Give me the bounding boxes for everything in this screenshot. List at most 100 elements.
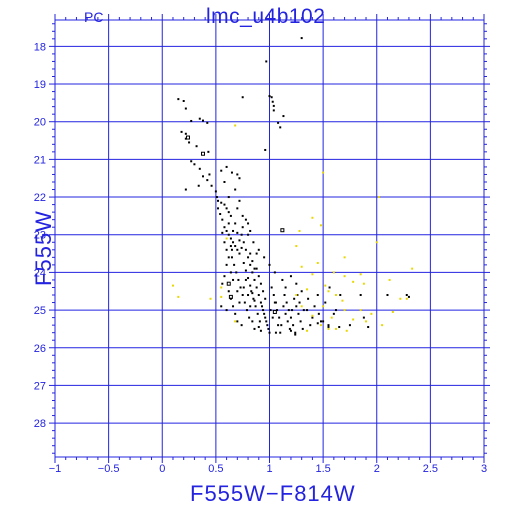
data-point	[240, 246, 243, 249]
data-point	[244, 248, 247, 251]
data-point	[285, 301, 288, 304]
data-point	[249, 229, 252, 232]
data-point-square	[280, 228, 285, 233]
data-point	[270, 286, 273, 289]
data-point	[238, 177, 241, 180]
data-point	[262, 309, 265, 312]
data-point	[214, 190, 217, 193]
data-point	[269, 309, 272, 312]
data-point	[238, 252, 241, 255]
data-point	[236, 290, 239, 293]
data-point	[223, 241, 226, 244]
data-point	[184, 188, 187, 191]
data-point	[297, 312, 300, 315]
data-point	[268, 331, 271, 334]
y-tick-label: 18	[34, 41, 46, 53]
data-point	[306, 309, 309, 312]
data-point	[295, 294, 298, 297]
data-point	[294, 331, 297, 334]
data-point	[247, 233, 250, 236]
data-point	[273, 301, 276, 304]
data-point	[184, 132, 187, 135]
data-point	[274, 331, 277, 334]
data-point	[249, 284, 252, 287]
data-point	[251, 260, 254, 263]
data-point	[266, 324, 269, 327]
data-point	[391, 310, 394, 313]
y-axis-label: F555W	[30, 210, 56, 286]
data-point	[334, 309, 337, 312]
data-point-square	[201, 151, 206, 156]
data-point	[300, 305, 303, 308]
y-tick-label: 25	[34, 305, 46, 317]
data-point	[287, 309, 290, 312]
data-point	[259, 329, 262, 332]
data-point	[229, 271, 232, 274]
data-point	[236, 231, 239, 234]
data-point	[236, 248, 239, 251]
data-point	[272, 294, 275, 297]
x-tick-label: 0.5	[208, 463, 223, 475]
data-point	[300, 265, 303, 268]
data-point	[284, 312, 287, 315]
data-point	[307, 297, 310, 300]
data-point	[193, 163, 196, 166]
data-point	[207, 150, 210, 153]
data-point	[247, 277, 250, 280]
data-point	[229, 245, 232, 248]
data-point	[232, 241, 235, 244]
data-point-square	[228, 294, 233, 299]
data-point	[272, 104, 275, 107]
data-point	[405, 297, 408, 300]
data-points	[171, 37, 414, 336]
data-point	[233, 263, 236, 266]
x-tick-label: 3	[481, 463, 487, 475]
data-point	[229, 214, 232, 217]
data-point	[247, 294, 250, 297]
data-point	[257, 275, 260, 278]
data-point	[237, 278, 240, 281]
data-point	[265, 60, 268, 63]
data-point	[225, 207, 228, 210]
data-point	[300, 37, 303, 40]
data-point	[177, 98, 180, 101]
data-point	[272, 109, 275, 112]
data-point	[263, 256, 266, 259]
data-point	[234, 124, 237, 127]
data-point	[322, 171, 325, 174]
data-point	[282, 115, 285, 118]
data-point	[264, 316, 267, 319]
data-point	[258, 320, 261, 323]
data-point	[225, 309, 228, 312]
data-point	[311, 314, 314, 317]
data-point	[241, 96, 244, 99]
data-point	[234, 222, 237, 225]
data-point	[334, 294, 337, 297]
data-point	[190, 160, 193, 163]
data-point	[332, 271, 335, 274]
data-point	[330, 316, 333, 319]
data-point	[306, 288, 309, 291]
data-point	[220, 201, 223, 204]
data-point	[324, 284, 327, 287]
data-point	[241, 226, 244, 229]
y-tick-label: 20	[34, 117, 46, 129]
data-point	[388, 278, 391, 281]
data-point	[327, 290, 330, 293]
data-point	[255, 286, 258, 289]
data-point	[225, 248, 228, 251]
data-point	[209, 297, 212, 300]
data-point	[255, 267, 258, 270]
data-point	[271, 100, 274, 103]
data-point	[230, 248, 233, 251]
data-point	[248, 316, 251, 319]
data-point	[252, 297, 255, 300]
data-point	[316, 322, 319, 325]
data-point	[198, 117, 201, 120]
data-point	[309, 324, 312, 327]
data-point	[311, 273, 314, 276]
data-point	[234, 320, 237, 323]
data-point	[339, 294, 342, 297]
data-point	[238, 239, 241, 242]
data-point	[293, 297, 296, 300]
